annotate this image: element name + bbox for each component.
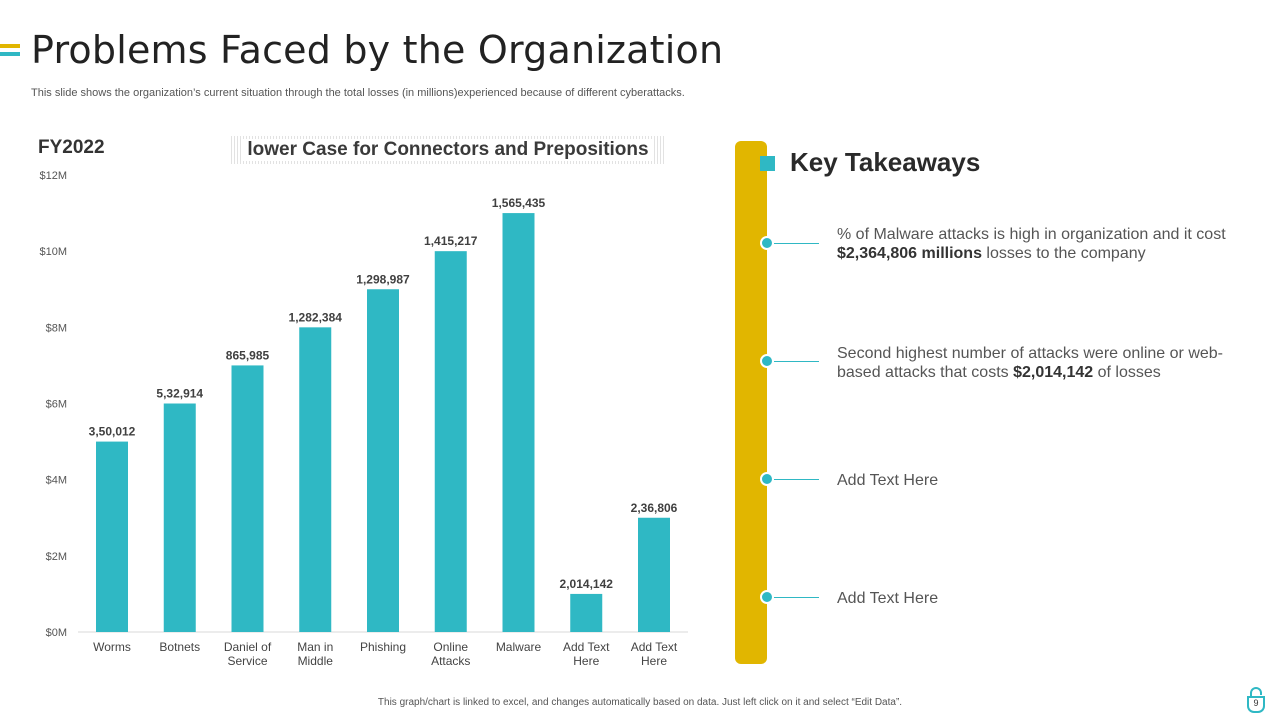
takeaway-1-bold: $2,364,806 millions (837, 245, 982, 262)
takeaway-1-post: losses to the company (981, 245, 1146, 262)
y-tick-label: $2M (46, 551, 67, 563)
takeaway-connector-3 (774, 479, 819, 480)
takeaways-title: Key Takeaways (790, 147, 981, 177)
x-tick-label-line: Phishing (360, 640, 406, 654)
data-label: 2,36,806 (631, 501, 678, 515)
y-tick-label: $0M (46, 627, 67, 639)
takeaway-connector-4 (774, 597, 819, 598)
y-tick-label: $8M (46, 322, 67, 334)
takeaway-connector-1 (774, 243, 819, 244)
footer-note: This graph/chart is linked to excel, and… (377, 697, 903, 708)
takeaway-text-4: Add Text Here (837, 589, 1237, 608)
takeaway-1-pre: % of Malware attacks is high in organiza… (837, 226, 1226, 243)
data-label: 865,985 (226, 348, 270, 362)
takeaways-spine (735, 141, 767, 664)
page-number-badge: 9 (1244, 687, 1268, 713)
y-tick-label: $12M (39, 170, 67, 182)
x-tick-label: Daniel of Service (224, 640, 272, 668)
x-tick-label-line: Here (641, 654, 667, 668)
data-label: 1,415,217 (424, 234, 478, 248)
takeaway-connector-2 (774, 361, 819, 362)
takeaway-text-1: % of Malware attacks is high in organiza… (837, 225, 1237, 263)
takeaways-square-icon (760, 156, 775, 171)
bar[interactable] (163, 403, 196, 633)
page-title: Problems Faced by the Organization (31, 28, 724, 72)
takeaway-2-pre: Second highest number of attacks were on… (837, 345, 1223, 381)
x-tick-label: Phishing (360, 640, 406, 654)
chart-heading-box: lower Case for Connectors and Prepositio… (231, 136, 665, 164)
data-label: 3,50,012 (89, 425, 136, 439)
x-tick-label: Worms (93, 640, 131, 654)
data-label: 1,565,435 (492, 196, 546, 210)
x-tick-label-line: Man in (297, 640, 333, 654)
x-tick-label-line: Online (433, 640, 468, 654)
title-accent-yellow (0, 44, 20, 48)
bar[interactable] (502, 213, 535, 633)
chart-heading: lower Case for Connectors and Prepositio… (243, 139, 653, 161)
bar[interactable] (231, 365, 264, 632)
bar[interactable] (96, 441, 128, 632)
takeaway-text-3: Add Text Here (837, 471, 1237, 490)
x-tick-label-line: Worms (93, 640, 131, 654)
x-tick-label-line: Botnets (159, 640, 200, 654)
y-tick-label: $4M (46, 475, 67, 487)
takeaway-2-post: of losses (1093, 364, 1161, 381)
takeaway-dot-1 (760, 236, 774, 250)
y-tick-label: $10M (39, 246, 67, 258)
x-tick-label: Malware (496, 640, 542, 654)
x-tick-label-line: Daniel of (224, 640, 272, 654)
page-subtitle: This slide shows the organization’s curr… (31, 87, 685, 99)
x-tick-label: Man in Middle (297, 640, 333, 668)
x-tick-label-line: Add Text (563, 640, 610, 654)
x-tick-label-line: Malware (496, 640, 542, 654)
y-tick-label: $6M (46, 399, 67, 411)
takeaway-dot-3 (760, 472, 774, 486)
takeaway-text-2: Second highest number of attacks were on… (837, 344, 1237, 382)
bar[interactable] (638, 517, 670, 632)
fiscal-year-label: FY2022 (38, 137, 105, 158)
x-tick-label-line: Here (573, 654, 599, 668)
x-tick-label: Add Text Here (563, 640, 610, 668)
x-tick-label-line: Middle (298, 654, 334, 668)
data-label: 1,298,987 (356, 272, 410, 286)
takeaway-4-pre: Add Text Here (837, 590, 939, 607)
takeaway-dot-2 (760, 354, 774, 368)
data-label: 2,014,142 (560, 577, 614, 591)
x-tick-label: Botnets (159, 640, 200, 654)
x-tick-label-line: Add Text (631, 640, 678, 654)
data-label: 5,32,914 (156, 387, 203, 401)
bar[interactable] (570, 593, 603, 632)
x-tick-label: Online Attacks (431, 640, 470, 668)
takeaway-2-bold: $2,014,142 (1013, 364, 1094, 381)
page-number: 9 (1253, 698, 1259, 708)
takeaway-dot-4 (760, 590, 774, 604)
data-label: 1,282,384 (289, 310, 343, 324)
title-accent-teal (0, 52, 20, 56)
takeaway-3-pre: Add Text Here (837, 472, 939, 489)
bar[interactable] (434, 251, 467, 632)
bar[interactable] (299, 327, 332, 632)
bar-chart[interactable]: $0M $2M $4M $6M $8M $10M $12M 3,50,012 Worms 5,32… (0, 160, 720, 680)
x-tick-label: Add Text Here (631, 640, 678, 668)
x-tick-label-line: Service (227, 654, 267, 668)
lock-icon (1247, 687, 1265, 713)
x-tick-label-line: Attacks (431, 654, 470, 668)
bar[interactable] (367, 289, 399, 632)
